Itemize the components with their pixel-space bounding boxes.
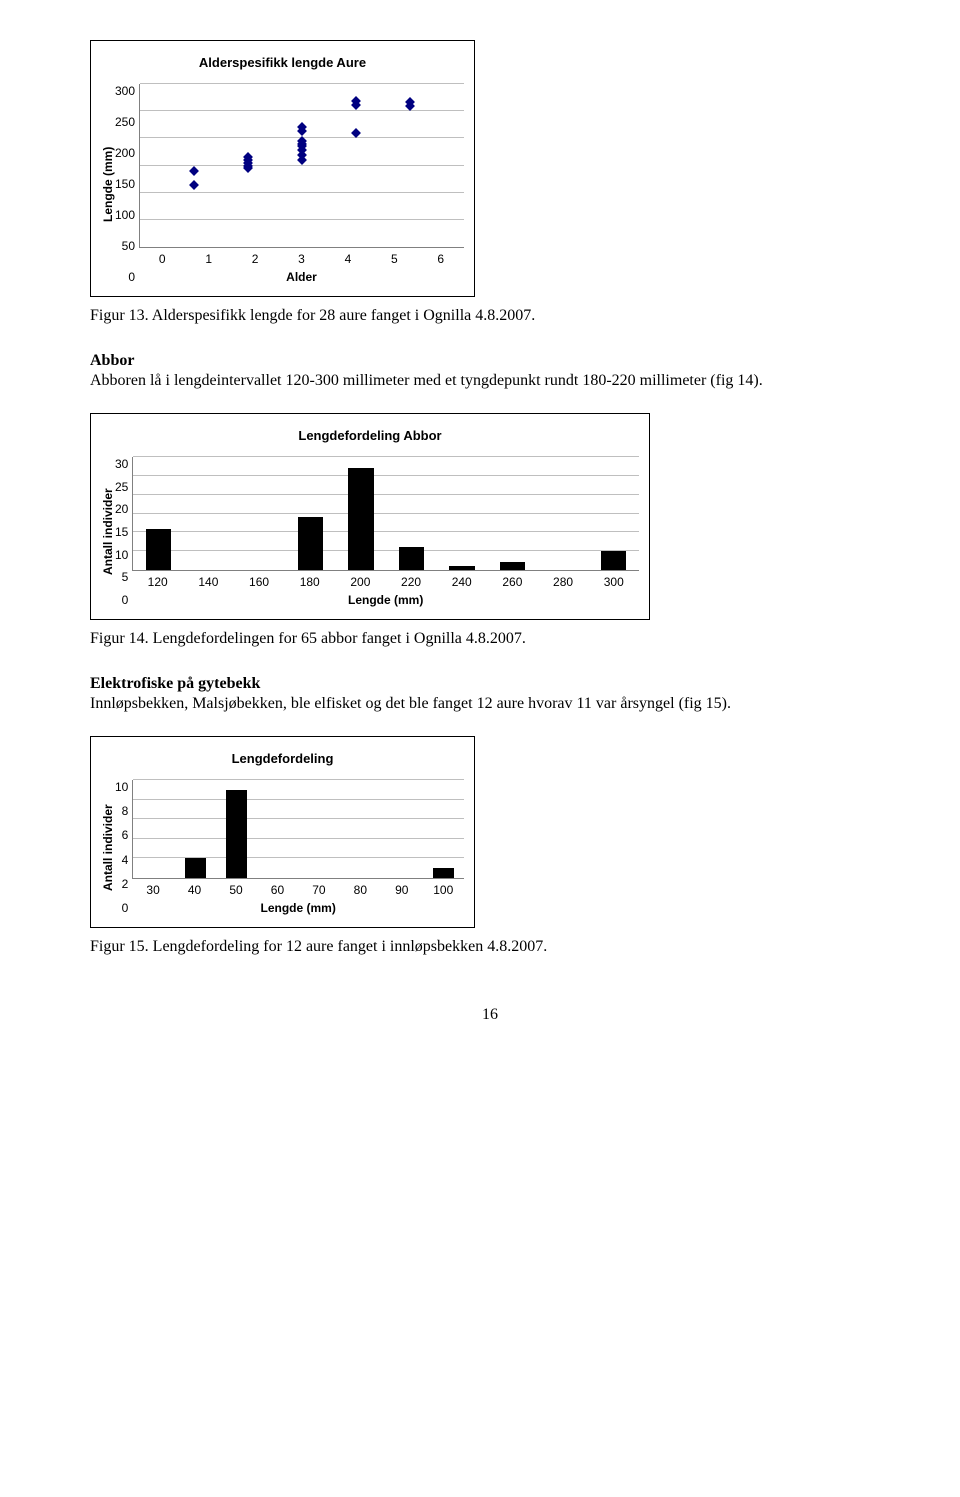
elektro-heading: Elektrofiske på gytebekk <box>90 675 260 692</box>
chart1-plot <box>139 84 464 248</box>
chart2-ylabel: Antall individer <box>101 457 115 607</box>
chart2-plot <box>132 457 639 571</box>
chart2-xlabel: Lengde (mm) <box>132 593 639 607</box>
abbor-body: Abboren lå i lengdeintervallet 120-300 m… <box>90 372 763 389</box>
chart1-ylabel: Lengde (mm) <box>101 84 115 284</box>
caption-fig13: Figur 13. Alderspesifikk lengde for 28 a… <box>90 307 890 325</box>
page-number: 16 <box>90 1006 890 1024</box>
chart-alderspesifikk: Alderspesifikk lengde Aure Lengde (mm) 3… <box>90 40 475 297</box>
chart3-title: Lengdefordeling <box>101 751 464 766</box>
chart3-plot <box>132 780 464 879</box>
chart1-yticks: 300250200150100500 <box>115 84 139 284</box>
caption-fig15: Figur 15. Lengdefordeling for 12 aure fa… <box>90 938 890 956</box>
abbor-heading: Abbor <box>90 352 134 369</box>
chart3-xticks: 30405060708090100 <box>132 883 464 897</box>
chart3-ylabel: Antall individer <box>101 780 115 915</box>
chart2-xticks: 120140160180200220240260280300 <box>132 575 639 589</box>
chart1-title: Alderspesifikk lengde Aure <box>101 55 464 70</box>
chart1-xlabel: Alder <box>139 270 464 284</box>
chart3-xlabel: Lengde (mm) <box>132 901 464 915</box>
chart-lengdefordeling: Lengdefordeling Antall individer 1086420… <box>90 736 475 928</box>
chart3-yticks: 1086420 <box>115 780 132 915</box>
chart2-title: Lengdefordeling Abbor <box>101 428 639 443</box>
chart1-xticks: 0123456 <box>139 252 464 266</box>
chart2-yticks: 302520151050 <box>115 457 132 607</box>
elektro-body: Innløpsbekken, Malsjøbekken, ble elfiske… <box>90 695 731 712</box>
chart-lengdefordeling-abbor: Lengdefordeling Abbor Antall individer 3… <box>90 413 650 620</box>
caption-fig14: Figur 14. Lengdefordelingen for 65 abbor… <box>90 630 890 648</box>
